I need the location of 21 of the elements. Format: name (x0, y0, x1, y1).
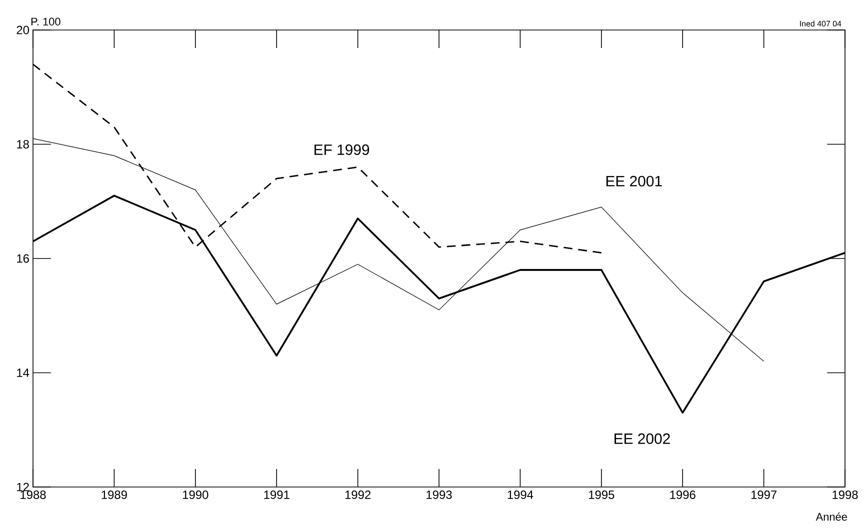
x-tick-label: 1998 (832, 490, 858, 499)
x-tick-label: 1989 (102, 490, 127, 499)
x-tick-label: 1992 (345, 490, 370, 499)
series-label: EE 2001 (606, 176, 662, 186)
x-tick-label: 1997 (751, 490, 776, 499)
y-tick-label: 12 (17, 482, 29, 492)
x-tick-label: 1990 (183, 490, 208, 499)
y-tick-label: 16 (17, 254, 29, 263)
x-tick-label: 1993 (426, 490, 452, 499)
y-tick-label: 20 (16, 26, 30, 34)
x-tick-label: 1995 (589, 490, 614, 499)
series-label: EF 1999 (314, 144, 370, 156)
x-tick-label: 1988 (20, 490, 46, 499)
x-axis-title: Année (816, 512, 847, 521)
y-axis-title: P. 100 (31, 18, 60, 26)
x-tick-label: 1991 (264, 490, 290, 499)
x-tick-label: 1994 (508, 490, 534, 499)
x-tick-label: 1996 (670, 490, 696, 499)
y-tick-label: 14 (17, 368, 30, 377)
y-tick-label: 18 (17, 140, 29, 148)
series-label: EE 2002 (614, 433, 670, 444)
